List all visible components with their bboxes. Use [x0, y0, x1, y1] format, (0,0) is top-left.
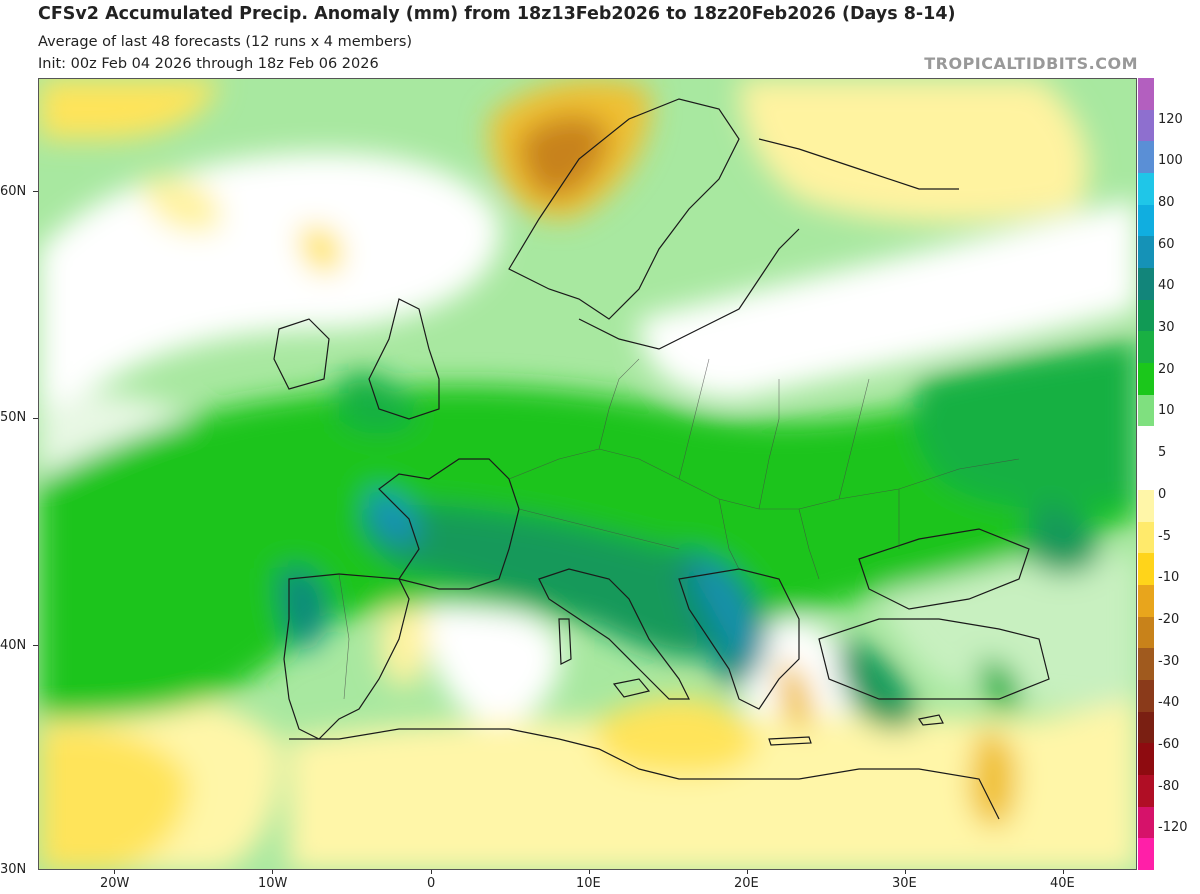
colorbar-segment — [1138, 299, 1154, 332]
colorbar-segment — [1138, 426, 1154, 459]
colorbar-label: -30 — [1158, 653, 1180, 669]
colorbar-segment — [1138, 489, 1154, 522]
colorbar-segment — [1138, 806, 1154, 839]
colorbar-label: 30 — [1158, 320, 1175, 336]
colorbar-segment — [1138, 711, 1154, 744]
lon-tick — [1063, 870, 1064, 874]
colorbar-segment — [1138, 679, 1154, 713]
lon-label-10e: 10E — [576, 876, 601, 891]
colorbar-segment — [1138, 521, 1154, 554]
colorbar-label: 100 — [1158, 153, 1183, 169]
country-borders — [338, 358, 1020, 700]
lon-label-30e: 30E — [892, 876, 917, 891]
colorbar-segment — [1138, 173, 1154, 206]
colorbar-segment — [1138, 109, 1154, 142]
colorbar-label: -10 — [1158, 570, 1180, 586]
colorbar-segment — [1138, 648, 1154, 681]
lat-label-40n: 40N — [0, 638, 27, 653]
colorbar-segment — [1138, 774, 1154, 808]
colorbar-label: 20 — [1158, 361, 1175, 377]
colorbar-segment — [1138, 743, 1154, 776]
lon-label-10w: 10W — [258, 876, 288, 891]
lat-tick — [33, 418, 38, 419]
colorbar-label: -120 — [1158, 820, 1188, 836]
colorbar — [1138, 78, 1154, 871]
colorbar-label: 5 — [1158, 445, 1167, 461]
lon-tick — [114, 870, 115, 874]
map-title: CFSv2 Accumulated Precip. Anomaly (mm) f… — [38, 4, 956, 24]
colorbar-label: -60 — [1158, 736, 1180, 752]
colorbar-label: -80 — [1158, 778, 1180, 794]
lat-label-30n: 30N — [0, 862, 27, 877]
colorbar-label: -40 — [1158, 695, 1180, 711]
lon-label-20e: 20E — [734, 876, 759, 891]
anomaly-fill-layer — [39, 79, 1136, 869]
colorbar-segment — [1138, 838, 1154, 871]
colorbar-label: 0 — [1158, 486, 1167, 502]
lon-tick — [747, 870, 748, 874]
colorbar-label: 10 — [1158, 403, 1175, 419]
lon-label-40e: 40E — [1050, 876, 1075, 891]
colorbar-label: 60 — [1158, 236, 1175, 252]
init-time-label: Init: 00z Feb 04 2026 through 18z Feb 06… — [38, 56, 379, 72]
colorbar-segment — [1138, 204, 1154, 237]
colorbar-label: 40 — [1158, 278, 1175, 294]
colorbar-label: -20 — [1158, 611, 1180, 627]
colorbar-segment — [1138, 363, 1154, 396]
lon-tick — [905, 870, 906, 874]
lat-tick — [33, 645, 38, 646]
lat-label-50n: 50N — [0, 410, 27, 425]
colorbar-label: 80 — [1158, 195, 1175, 211]
colorbar-label: 120 — [1158, 111, 1183, 127]
colorbar-segment — [1138, 141, 1154, 174]
colorbar-segment — [1138, 268, 1154, 301]
colorbar-segment — [1138, 331, 1154, 364]
lat-label-60n: 60N — [0, 184, 27, 199]
lon-tick — [431, 870, 432, 874]
colorbar-segment — [1138, 458, 1154, 491]
source-credit: TROPICALTIDBITS.COM — [924, 54, 1138, 73]
lat-tick — [33, 191, 38, 192]
colorbar-segment — [1138, 236, 1154, 269]
colorbar-label: -5 — [1158, 528, 1171, 544]
colorbar-segment — [1138, 78, 1154, 111]
lon-label-20w: 20W — [100, 876, 130, 891]
lon-tick — [589, 870, 590, 874]
coastlines-outline — [273, 98, 1050, 820]
colorbar-segment — [1138, 616, 1154, 649]
colorbar-segment — [1138, 394, 1154, 427]
colorbar-segment — [1138, 553, 1154, 586]
map-subtitle: Average of last 48 forecasts (12 runs x … — [38, 34, 413, 50]
lon-tick — [272, 870, 273, 874]
lon-label-0: 0 — [427, 876, 436, 891]
precip-anomaly-map — [38, 78, 1137, 870]
colorbar-segment — [1138, 584, 1154, 618]
